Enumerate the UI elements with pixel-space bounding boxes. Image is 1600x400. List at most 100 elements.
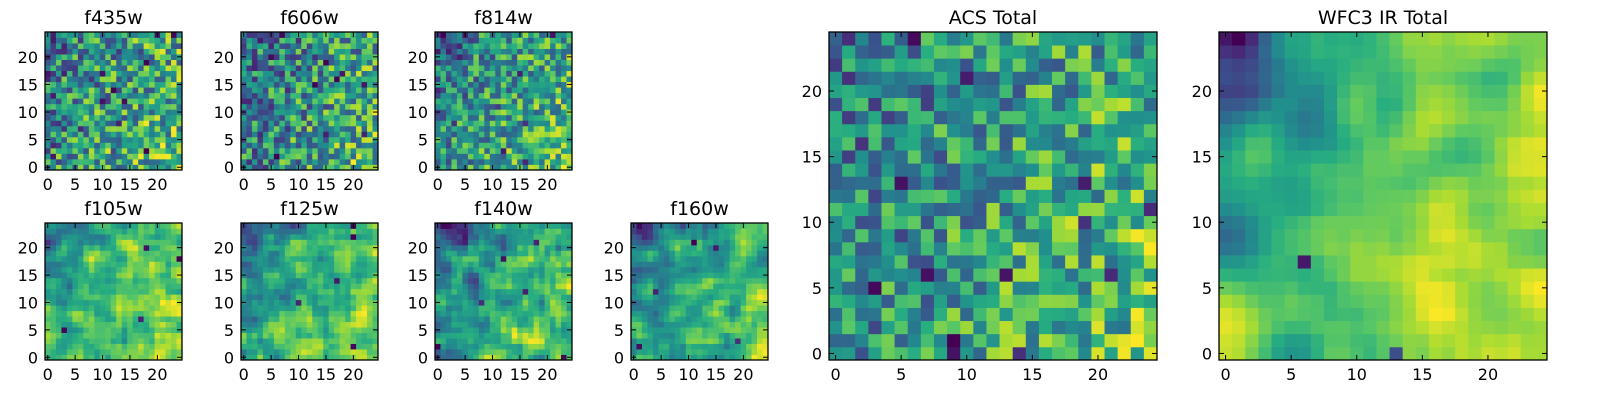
heatmap-cell — [456, 261, 463, 268]
heatmap-cell — [729, 327, 736, 333]
heatmap-cell — [894, 255, 909, 269]
heatmap-cell — [539, 164, 545, 171]
heatmap-cell — [165, 54, 172, 60]
heatmap-cell — [517, 272, 524, 279]
heatmap-cell — [262, 239, 269, 246]
heatmap-cell — [440, 43, 447, 49]
heatmap-cell — [284, 272, 291, 279]
heatmap-cell — [680, 354, 687, 361]
heatmap-cell — [350, 228, 357, 235]
heatmap-cell — [251, 349, 258, 355]
heatmap-cell — [566, 87, 573, 94]
heatmap-cell — [99, 272, 106, 279]
heatmap-cell — [1091, 241, 1105, 256]
heatmap-cell — [306, 54, 313, 60]
heatmap-cell — [829, 241, 843, 256]
heatmap-cell — [451, 136, 458, 143]
heatmap-cell — [467, 343, 474, 350]
heatmap-cell — [45, 310, 51, 317]
heatmap-cell — [691, 316, 698, 323]
heatmap-cell — [105, 147, 112, 154]
heatmap-cell — [105, 98, 112, 105]
heatmap-cell — [517, 103, 524, 110]
heatmap-cell — [105, 87, 112, 94]
heatmap-cell — [83, 332, 90, 339]
heatmap-cell — [356, 277, 362, 284]
heatmap-cell — [295, 310, 302, 317]
heatmap-cell — [284, 332, 291, 339]
heatmap-cell — [334, 92, 341, 99]
heatmap-cell — [729, 299, 736, 306]
heatmap-cell — [306, 109, 313, 116]
heatmap-cell — [467, 114, 474, 121]
heatmap-cell — [1091, 320, 1105, 335]
heatmap-cell — [1117, 202, 1132, 217]
heatmap-cell — [473, 153, 480, 160]
heatmap-cell — [171, 43, 177, 49]
heatmap-cell — [528, 76, 535, 83]
heatmap-cell — [506, 266, 513, 273]
heatmap-cell — [110, 103, 117, 110]
heatmap-cell — [284, 244, 291, 251]
heatmap-cell — [61, 164, 68, 171]
heatmap-cell — [345, 43, 351, 49]
heatmap-cell — [999, 163, 1014, 177]
heatmap-cell — [881, 307, 895, 322]
heatmap-cell — [484, 288, 491, 295]
heatmap-cell — [350, 147, 357, 154]
heatmap-cell — [154, 255, 161, 262]
heatmap-cell — [50, 266, 57, 273]
heatmap-cell — [334, 109, 341, 116]
heatmap-cell — [110, 109, 117, 116]
heatmap-cell — [127, 109, 134, 116]
heatmap-cell — [279, 136, 286, 143]
heatmap-cell — [636, 250, 643, 257]
heatmap-cell — [295, 87, 302, 94]
heatmap-cell — [268, 87, 275, 94]
heatmap-cell — [367, 223, 373, 229]
heatmap-cell — [566, 103, 573, 110]
heatmap-cell — [489, 92, 496, 99]
heatmap-cell — [334, 316, 341, 323]
heatmap-cell — [495, 321, 502, 328]
heatmap-cell — [478, 261, 485, 268]
heatmap-cell — [339, 37, 346, 44]
heatmap-cell — [301, 288, 308, 295]
heatmap-cell — [50, 136, 57, 143]
y-tick-label: 20 — [604, 239, 624, 258]
heatmap-cell — [522, 103, 529, 110]
heatmap-cell — [339, 338, 346, 344]
y-tick-label: 5 — [224, 131, 234, 150]
heatmap-cell — [45, 277, 51, 284]
heatmap-cell — [435, 349, 441, 355]
heatmap-cell — [116, 70, 123, 77]
heatmap-cell — [511, 114, 518, 121]
heatmap-cell — [77, 158, 84, 165]
heatmap-cell — [868, 333, 882, 348]
heatmap-cell — [440, 239, 447, 246]
heatmap-cell — [868, 281, 882, 295]
heatmap-cell — [66, 37, 73, 44]
heatmap-cell — [478, 288, 485, 295]
heatmap-cell — [522, 81, 529, 88]
heatmap-cell — [652, 338, 659, 344]
heatmap-cell — [544, 98, 551, 105]
heatmap-cell — [356, 70, 362, 77]
heatmap-cell — [339, 349, 346, 355]
heatmap-cell — [345, 142, 351, 149]
heatmap-cell — [440, 136, 447, 143]
heatmap-cell — [328, 255, 335, 262]
heatmap-cell — [367, 305, 373, 312]
heatmap-cell — [566, 255, 573, 262]
heatmap-cell — [484, 250, 491, 257]
heatmap-cell — [361, 109, 368, 116]
heatmap-cell — [105, 70, 112, 77]
heatmap-cell — [350, 114, 357, 121]
heatmap-cell — [127, 81, 134, 88]
heatmap-cell — [555, 98, 562, 105]
heatmap-cell — [484, 92, 491, 99]
heatmap-cell — [284, 81, 291, 88]
heatmap-cell — [105, 233, 112, 240]
heatmap-cell — [246, 288, 253, 295]
heatmap-cell — [306, 43, 313, 49]
